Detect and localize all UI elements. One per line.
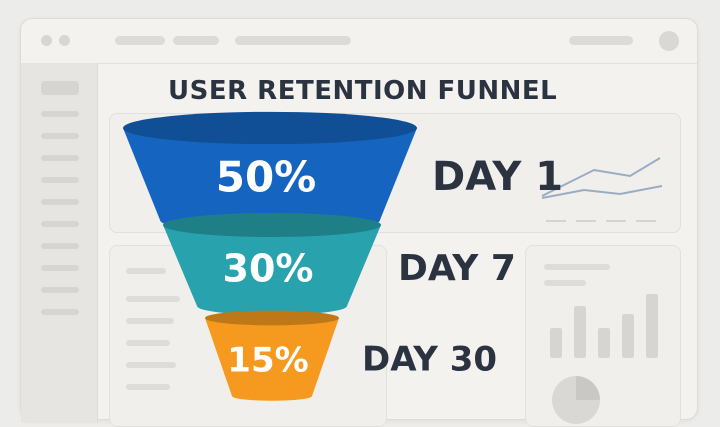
placeholder-line	[544, 280, 586, 286]
window-dot-icon[interactable]	[41, 35, 52, 46]
avatar-icon[interactable]	[659, 31, 679, 51]
menu-placeholder[interactable]	[569, 36, 633, 45]
funnel-stage-rim	[163, 213, 381, 237]
sidebar	[21, 63, 98, 423]
funnel-stage-1	[123, 128, 417, 234]
funnel-stage-label: DAY 1	[432, 154, 563, 200]
funnel-value-label: 30%	[223, 246, 314, 290]
funnel-stage-rim	[205, 310, 339, 326]
funnel-value-label: 50%	[216, 153, 317, 202]
funnel-stage-rim	[123, 111, 417, 145]
sidebar-item[interactable]	[41, 243, 79, 249]
menu-placeholder[interactable]	[235, 36, 351, 45]
funnel-stage-3	[205, 318, 339, 401]
funnel-stage-label: DAY 7	[398, 248, 516, 289]
line-chart-icon	[541, 157, 663, 222]
sidebar-item[interactable]	[41, 155, 79, 161]
placeholder-line	[126, 362, 176, 368]
funnel-value-label: 15%	[227, 340, 308, 380]
sidebar-item[interactable]	[41, 287, 79, 293]
placeholder-line	[126, 384, 170, 390]
placeholder-line	[544, 264, 610, 270]
funnel-stage-2	[163, 225, 381, 315]
placeholder-line	[126, 340, 170, 346]
chart-title: USER RETENTION FUNNEL	[168, 76, 558, 106]
menu-placeholder[interactable]	[115, 36, 165, 45]
sidebar-item[interactable]	[41, 199, 79, 205]
menu-placeholder[interactable]	[173, 36, 219, 45]
sidebar-item[interactable]	[41, 309, 79, 315]
window-dot-icon[interactable]	[59, 35, 70, 46]
sidebar-item[interactable]	[41, 81, 79, 95]
funnel-stage-label: DAY 30	[362, 340, 497, 380]
placeholder-line	[126, 296, 180, 302]
sidebar-item[interactable]	[41, 265, 79, 271]
title-bar	[21, 19, 697, 64]
sidebar-item[interactable]	[41, 221, 79, 227]
sidebar-item[interactable]	[41, 177, 79, 183]
placeholder-line	[126, 268, 166, 274]
bottom-right-card	[525, 245, 681, 427]
bar-chart-icon	[550, 294, 658, 358]
sidebar-item[interactable]	[41, 111, 79, 117]
sidebar-item[interactable]	[41, 133, 79, 139]
funnel-chart: 50% DAY 1 30% DAY 7 15% DAY 30	[123, 111, 563, 401]
placeholder-line	[126, 318, 174, 324]
